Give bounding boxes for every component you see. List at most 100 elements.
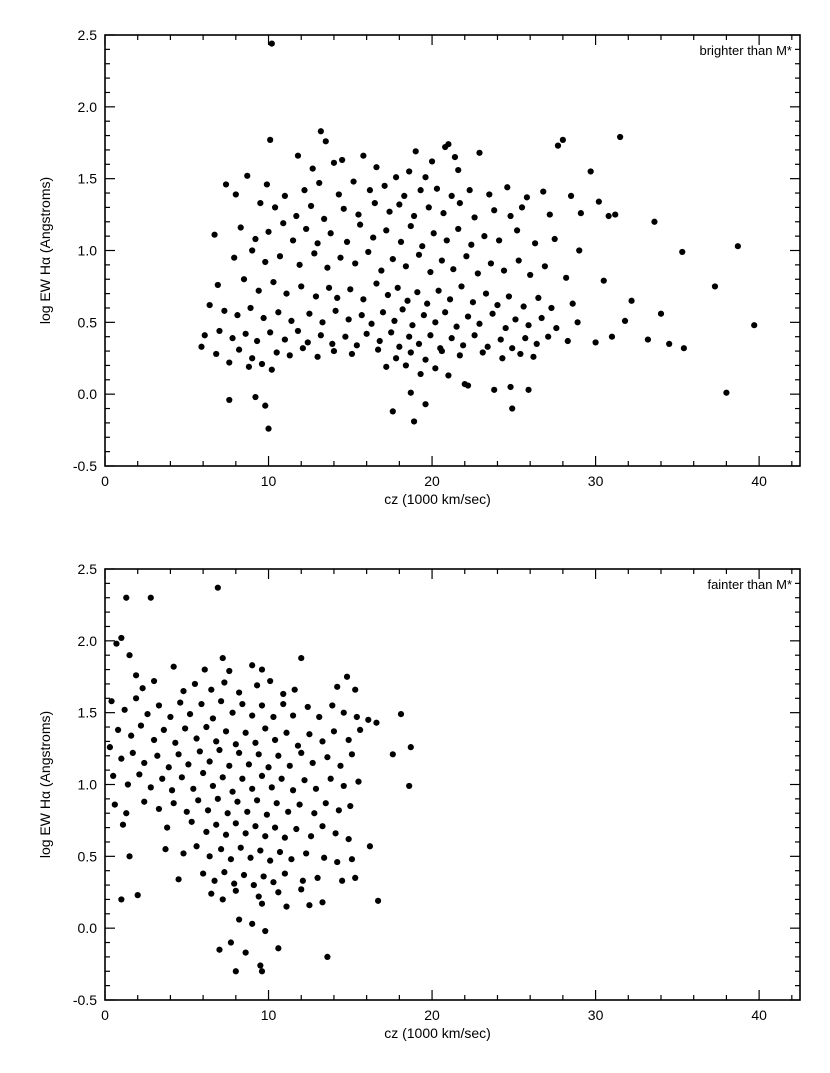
data-point bbox=[592, 339, 599, 346]
data-point bbox=[365, 248, 372, 256]
data-point bbox=[360, 152, 367, 159]
data-point bbox=[240, 276, 248, 283]
data-point bbox=[392, 174, 400, 181]
data-point bbox=[172, 739, 179, 746]
data-point bbox=[267, 136, 274, 143]
data-point bbox=[201, 332, 208, 339]
data-point bbox=[294, 327, 302, 335]
data-point bbox=[425, 204, 432, 211]
data-point bbox=[309, 759, 316, 767]
data-point bbox=[679, 248, 686, 256]
data-point bbox=[253, 682, 261, 689]
data-point bbox=[383, 227, 390, 234]
data-point bbox=[260, 873, 267, 880]
data-point bbox=[213, 821, 220, 828]
data-point bbox=[330, 159, 338, 166]
y-tick-label: 0.0 bbox=[78, 920, 98, 936]
data-point bbox=[496, 237, 503, 244]
data-point bbox=[283, 729, 290, 736]
data-point bbox=[324, 754, 331, 761]
data-point bbox=[468, 241, 475, 248]
data-point bbox=[427, 268, 434, 276]
data-point bbox=[201, 666, 208, 673]
data-point bbox=[183, 808, 190, 815]
data-point bbox=[378, 267, 385, 274]
data-point bbox=[147, 594, 154, 601]
data-point bbox=[546, 211, 553, 218]
data-point bbox=[545, 333, 552, 340]
x-tick-label: 30 bbox=[588, 473, 604, 489]
data-point bbox=[450, 266, 457, 273]
data-point bbox=[178, 774, 185, 781]
data-point bbox=[235, 689, 243, 696]
data-point bbox=[319, 899, 326, 906]
data-point bbox=[332, 307, 339, 314]
data-point bbox=[265, 764, 272, 771]
data-point bbox=[332, 830, 339, 837]
data-point bbox=[325, 284, 333, 291]
data-point bbox=[621, 317, 629, 324]
data-point bbox=[347, 286, 354, 293]
data-point bbox=[208, 890, 215, 897]
data-point bbox=[407, 349, 414, 356]
data-point bbox=[482, 290, 490, 297]
data-point bbox=[460, 342, 467, 349]
plot-frame bbox=[104, 568, 801, 1001]
data-point bbox=[340, 782, 347, 790]
data-point bbox=[193, 735, 200, 742]
data-point bbox=[298, 886, 305, 893]
data-point bbox=[394, 284, 401, 291]
data-point bbox=[424, 300, 431, 307]
data-point bbox=[245, 761, 253, 768]
data-point bbox=[551, 235, 558, 243]
y-tick-label: 0.5 bbox=[78, 314, 98, 330]
data-point bbox=[265, 228, 272, 235]
data-point bbox=[289, 787, 297, 794]
data-point bbox=[520, 303, 527, 310]
data-point bbox=[409, 322, 416, 329]
data-point bbox=[476, 149, 483, 156]
data-point bbox=[250, 881, 257, 889]
data-point bbox=[499, 355, 506, 362]
data-point bbox=[307, 833, 315, 840]
data-point bbox=[267, 857, 274, 864]
data-point bbox=[232, 741, 239, 748]
data-point bbox=[404, 297, 411, 304]
data-point bbox=[388, 329, 395, 336]
data-point bbox=[298, 283, 305, 290]
data-point bbox=[533, 340, 540, 347]
data-point bbox=[463, 253, 470, 260]
data-point bbox=[132, 672, 140, 679]
data-point bbox=[124, 781, 131, 788]
data-point bbox=[448, 335, 455, 342]
x-tick-label: 10 bbox=[261, 1007, 277, 1023]
data-point bbox=[577, 210, 584, 217]
data-point bbox=[211, 231, 218, 238]
data-point bbox=[221, 679, 228, 686]
data-point bbox=[270, 713, 277, 721]
data-point bbox=[337, 762, 344, 769]
data-point bbox=[471, 214, 478, 221]
y-tick-label: 1.0 bbox=[78, 777, 98, 793]
data-point bbox=[334, 683, 341, 690]
data-point bbox=[500, 267, 508, 274]
data-point bbox=[397, 711, 405, 718]
data-point bbox=[327, 775, 334, 782]
data-point bbox=[281, 870, 288, 877]
data-point bbox=[270, 879, 277, 886]
data-point bbox=[231, 880, 238, 887]
data-point bbox=[440, 210, 447, 217]
y-tick-label: 2.0 bbox=[78, 99, 98, 115]
data-point bbox=[242, 330, 249, 337]
data-point bbox=[234, 312, 241, 319]
data-point bbox=[339, 877, 346, 884]
data-point bbox=[415, 340, 423, 347]
x-tick-label: 20 bbox=[424, 1007, 440, 1023]
data-point bbox=[322, 138, 329, 145]
data-point bbox=[324, 264, 331, 271]
data-point bbox=[432, 319, 439, 326]
data-point bbox=[389, 751, 396, 758]
data-point bbox=[273, 800, 280, 807]
data-point bbox=[469, 299, 477, 306]
